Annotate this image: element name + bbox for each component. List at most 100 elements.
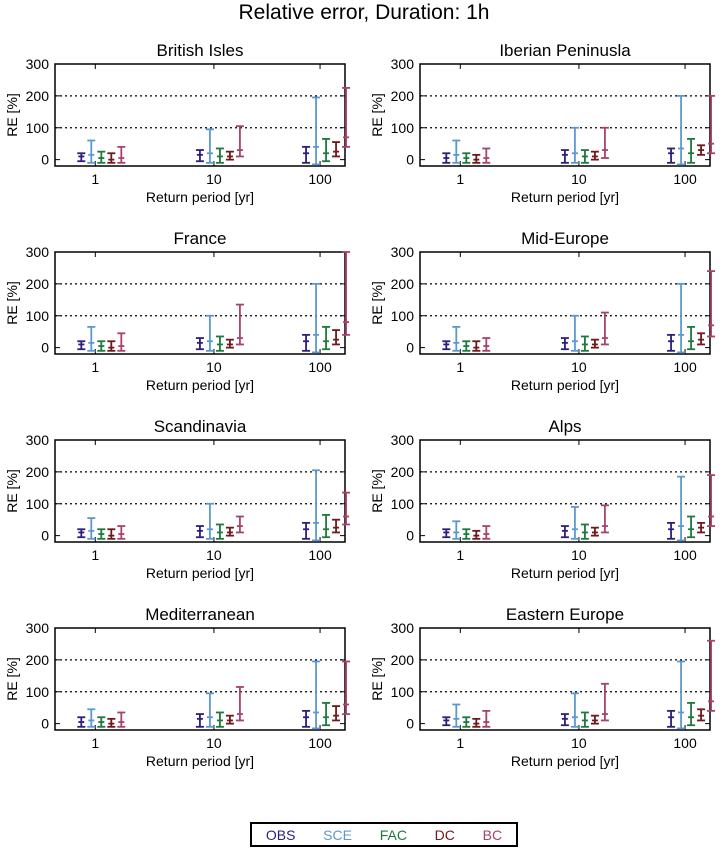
error-bar-sce [570, 126, 579, 164]
error-bar-obs [302, 333, 311, 352]
x-tick-label: 1 [91, 547, 99, 563]
error-bar-fac [215, 335, 224, 352]
error-bar-obs [442, 152, 451, 164]
error-bar-dc [590, 526, 599, 537]
x-tick-label: 1 [91, 171, 99, 187]
panel-title: Iberian Peninusla [499, 41, 631, 60]
y-tick-label: 300 [26, 56, 50, 72]
y-tick-label: 300 [26, 244, 50, 260]
error-bar-fac [322, 702, 331, 727]
x-axis-label: Return period [yr] [511, 377, 619, 393]
error-bar-sce [312, 282, 321, 354]
error-bar-sce [205, 692, 214, 728]
error-bar-bc [235, 515, 244, 534]
plot-frame [419, 63, 711, 167]
x-tick-label: 100 [673, 735, 697, 751]
panel-title: France [174, 229, 227, 248]
x-tick-label: 100 [308, 171, 332, 187]
y-tick-label: 200 [26, 464, 50, 480]
legend-entry-sce: SCE [323, 826, 352, 843]
error-bar-obs [302, 145, 311, 164]
error-bar-dc [697, 521, 706, 534]
error-bar-fac [322, 326, 331, 351]
y-axis-label: RE [%] [4, 657, 20, 701]
x-tick-label: 1 [456, 171, 464, 187]
error-bar-dc [697, 332, 706, 346]
error-bar-bc [707, 94, 716, 155]
error-bar-sce [452, 520, 461, 540]
panel-title: Scandinavia [154, 417, 247, 436]
error-bar-sce [87, 708, 96, 728]
error-bar-dc [472, 340, 481, 352]
y-tick-label: 200 [26, 276, 50, 292]
error-bar-dc [590, 338, 599, 349]
y-tick-label: 100 [26, 120, 50, 136]
error-bar-obs [302, 709, 311, 728]
panel-title: British Isles [157, 41, 244, 60]
panel-6: Alps 0 100 200 300 RE [%] 1 10 100 Return period … [369, 417, 716, 581]
error-bar-obs [442, 528, 451, 539]
error-bar-obs [560, 713, 569, 727]
error-bar-bc [117, 525, 126, 540]
x-tick-label: 10 [206, 359, 222, 375]
panel-title: Eastern Europe [506, 605, 624, 624]
error-bar-obs [195, 525, 204, 539]
error-bar-bc [235, 125, 244, 158]
error-bar-sce [452, 139, 461, 164]
error-bar-bc [235, 686, 244, 722]
panel-title: Mid-Europe [521, 229, 609, 248]
error-bar-dc [590, 714, 599, 725]
y-axis-label: RE [%] [369, 469, 385, 513]
legend-entry-dc: DC [434, 826, 455, 843]
error-bar-fac [580, 149, 589, 164]
error-bar-obs [77, 340, 86, 351]
x-tick-label: 1 [456, 735, 464, 751]
x-tick-label: 1 [91, 735, 99, 751]
error-bar-obs [667, 147, 676, 164]
error-bar-fac [462, 152, 471, 164]
plot-frame [419, 627, 711, 731]
x-axis-label: Return period [yr] [511, 189, 619, 205]
y-tick-label: 200 [391, 464, 415, 480]
error-bar-sce [452, 326, 461, 352]
x-tick-label: 100 [308, 735, 332, 751]
error-bar-sce [205, 128, 214, 164]
x-axis-label: Return period [yr] [146, 565, 254, 581]
y-tick-label: 100 [26, 308, 50, 324]
y-axis-label: RE [%] [4, 469, 20, 513]
y-tick-label: 100 [391, 120, 415, 136]
error-bar-obs [195, 337, 204, 351]
error-bar-obs [442, 340, 451, 351]
error-bar-sce [312, 469, 321, 542]
y-tick-label: 200 [26, 88, 50, 104]
figure-title: Relative error, Duration: 1h [238, 1, 490, 24]
error-bar-bc [707, 639, 716, 712]
error-bar-sce [87, 139, 96, 164]
error-bar-dc [697, 144, 706, 156]
error-bar-dc [697, 708, 706, 722]
x-axis-label: Return period [yr] [511, 565, 619, 581]
error-bar-bc [342, 491, 351, 526]
y-tick-label: 0 [406, 152, 414, 168]
y-axis-label: RE [%] [369, 657, 385, 701]
error-bar-bc [600, 126, 609, 159]
error-bar-dc [472, 153, 481, 164]
legend: OBS SCE FAC DC BC [250, 822, 518, 847]
error-bar-obs [560, 337, 569, 351]
error-bar-obs [667, 333, 676, 352]
error-bar-sce [205, 502, 214, 540]
error-bar-fac [322, 138, 331, 163]
error-bar-fac [580, 711, 589, 728]
error-bar-fac [687, 326, 696, 351]
y-tick-label: 0 [41, 340, 49, 356]
error-bar-dc [225, 714, 234, 725]
y-tick-label: 0 [41, 152, 49, 168]
x-tick-label: 10 [206, 735, 222, 751]
y-tick-label: 100 [391, 308, 415, 324]
error-bar-bc [482, 337, 491, 352]
error-bar-sce [677, 282, 686, 354]
plot-frame [54, 439, 346, 543]
error-bar-dc [225, 526, 234, 537]
error-bar-bc [117, 332, 126, 352]
